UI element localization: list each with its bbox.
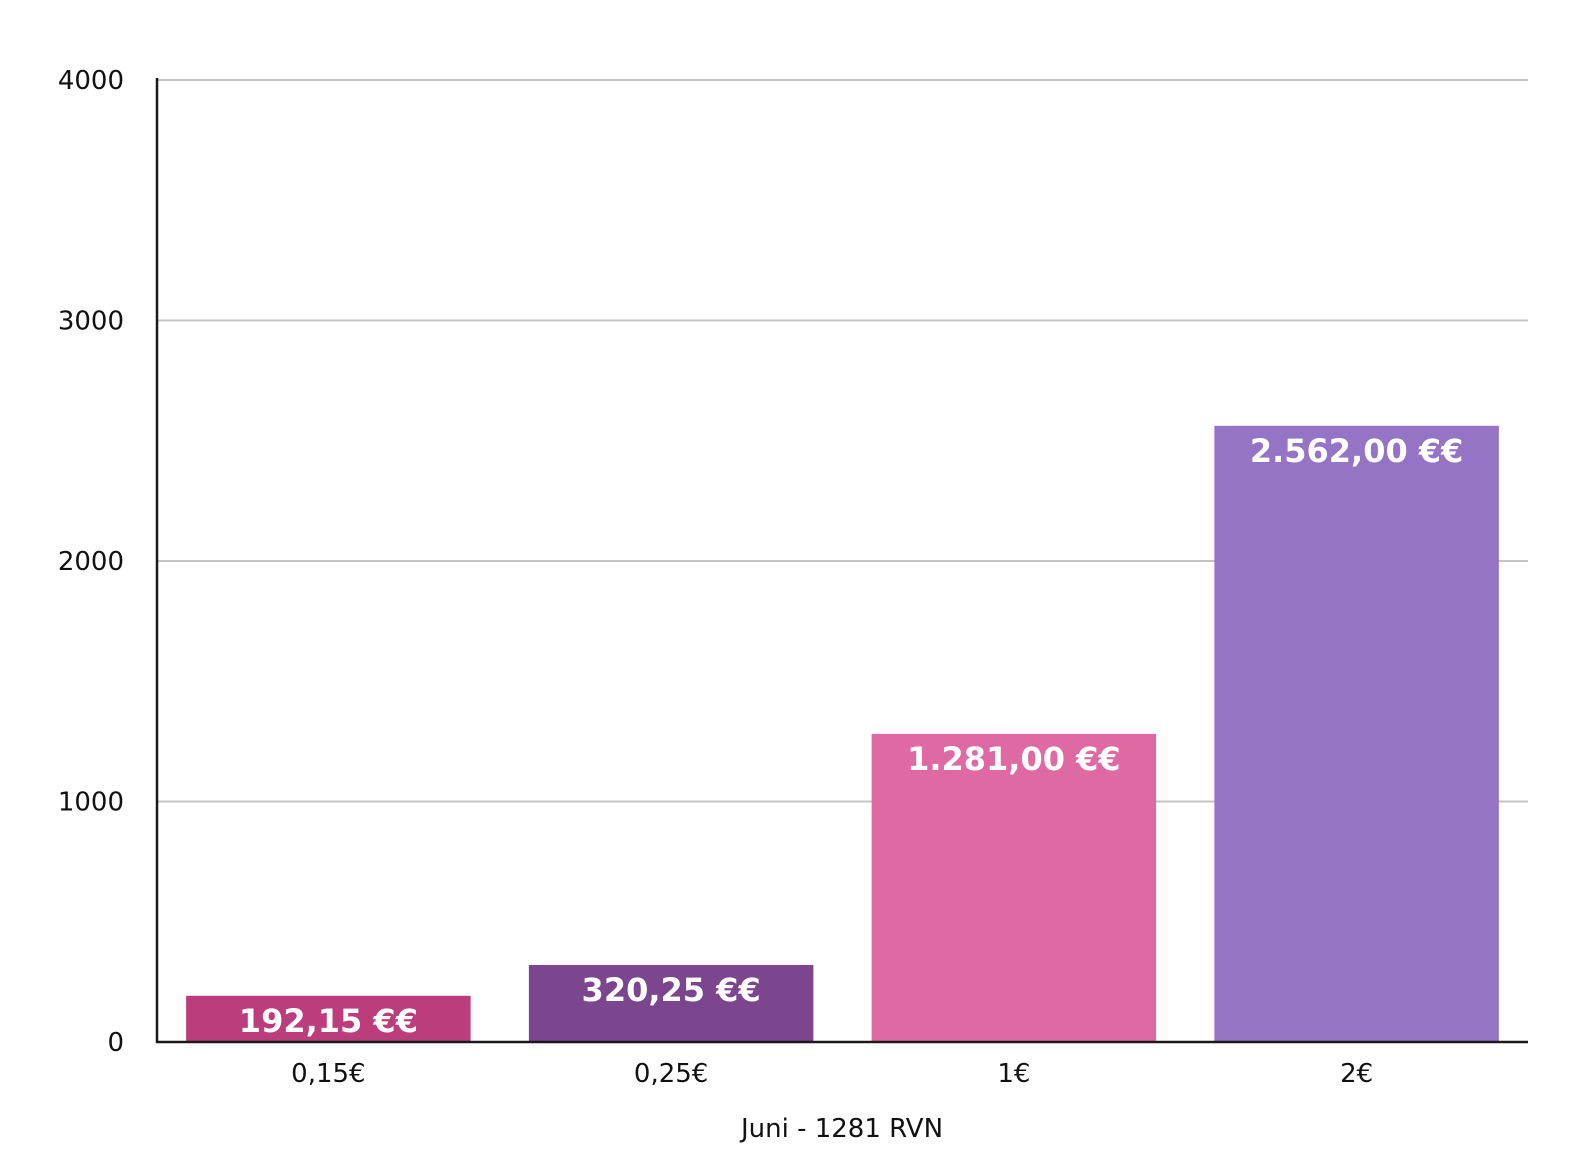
bar	[1214, 425, 1499, 1042]
data-label: 1.281,00 €€	[907, 740, 1121, 778]
x-tick-label: 1€	[997, 1059, 1030, 1089]
labels: 0 1000 2000 3000 4000 192,15 €€ 0,15€ 320,25 €€…	[58, 66, 1464, 1089]
x-axis-title: Juni - 1281 RVN	[739, 1114, 943, 1144]
bar	[186, 995, 471, 1042]
data-label: 192,15 €€	[239, 1002, 418, 1040]
bars	[186, 425, 1499, 1042]
x-tick-label: 0,15€	[291, 1059, 365, 1089]
bar	[528, 964, 814, 1042]
y-tick-label: 4000	[58, 66, 124, 96]
axes	[155, 78, 1528, 1044]
x-tick-label: 2€	[1340, 1059, 1373, 1089]
x-tick-label: 0,25€	[634, 1059, 708, 1089]
data-label: 320,25 €€	[582, 971, 761, 1009]
bar	[871, 733, 1157, 1042]
y-tick-label: 2000	[58, 547, 124, 577]
data-label: 2.562,00 €€	[1250, 432, 1464, 470]
y-tick-label: 0	[107, 1028, 124, 1058]
y-tick-label: 3000	[58, 307, 124, 337]
y-tick-label: 1000	[58, 788, 124, 818]
